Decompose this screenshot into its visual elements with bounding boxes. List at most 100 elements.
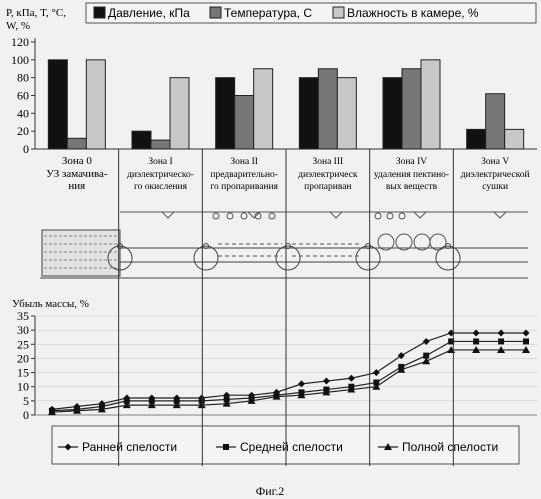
- zone-title: Зона III: [312, 157, 343, 167]
- bar: [170, 78, 189, 149]
- bar-y-tick-label: 80: [17, 71, 29, 85]
- bar-chart-legend: Давление, кПа Температура, С Влажность в к…: [86, 3, 536, 23]
- zone-description: удаления пектино-: [374, 170, 449, 180]
- emitter: [330, 212, 342, 218]
- bar-y-tick-label: 120: [11, 35, 29, 49]
- equipment-schematic: [40, 212, 528, 278]
- nozzle: [269, 213, 275, 219]
- zone-description: диэлектрическо-: [127, 170, 194, 180]
- bar-y-tick-label: 40: [17, 106, 29, 120]
- line-y-tick-label: 5: [23, 394, 29, 408]
- zone-title: Зона IV: [396, 157, 427, 167]
- zone-title: Зона I: [148, 157, 172, 167]
- line-y-tick-label: 0: [23, 408, 29, 422]
- roller: [276, 246, 300, 270]
- bar: [132, 131, 151, 149]
- data-point: [398, 352, 405, 359]
- inlet-bath: [42, 230, 120, 276]
- data-point: [323, 378, 330, 385]
- bar: [505, 129, 524, 149]
- data-point: [523, 329, 530, 336]
- bar: [383, 78, 402, 149]
- bar: [254, 69, 273, 149]
- line-legend-label: Средней спелости: [240, 440, 343, 454]
- legend-marker: [223, 444, 229, 450]
- bar-legend-label: Влажность в камере, %: [347, 6, 479, 20]
- bar: [486, 94, 505, 149]
- bar: [216, 78, 235, 149]
- bar: [402, 69, 421, 149]
- emitter: [414, 212, 426, 218]
- zone-description: пропариван: [304, 182, 351, 192]
- zone-description: УЗ замачива-: [46, 168, 108, 180]
- bar: [235, 96, 254, 150]
- nozzle: [227, 213, 233, 219]
- bar: [318, 69, 337, 149]
- bar-y-tick-label: 0: [23, 142, 29, 156]
- line-y-tick-label: 10: [17, 380, 29, 394]
- data-point: [523, 338, 529, 344]
- bar: [151, 140, 170, 149]
- data-point: [498, 329, 505, 336]
- roller: [194, 246, 218, 270]
- bar-y-tick-label: 100: [11, 53, 29, 67]
- figure-caption: Фиг.2: [256, 484, 284, 498]
- line-legend-label: Полной спелости: [402, 440, 498, 454]
- line-y-tick-label: 25: [17, 337, 29, 351]
- bar-chart-bars: [48, 60, 523, 149]
- line-y-tick-label: 30: [17, 323, 29, 337]
- bar-y-tick-label: 20: [17, 124, 29, 138]
- data-point: [348, 375, 355, 382]
- line-legend-label: Ранней спелости: [82, 440, 177, 454]
- bar-chart: P, кПа, T, °C,W, % 0 20 40 60 80 100 120 Давле…: [6, 3, 537, 156]
- series-line: [52, 350, 526, 412]
- emitter: [162, 212, 174, 218]
- bar: [467, 129, 486, 149]
- data-point: [373, 369, 380, 376]
- line-y-tick-label: 15: [17, 366, 29, 380]
- nozzle: [241, 213, 247, 219]
- nozzle: [213, 213, 219, 219]
- data-point: [473, 329, 480, 336]
- bar: [337, 78, 356, 149]
- bar-legend-swatch: [210, 7, 221, 18]
- zone-description: сушки: [482, 182, 508, 192]
- zone-description: диэлектрической: [461, 169, 530, 180]
- zone-description: предварительно-: [210, 170, 278, 180]
- nozzle: [375, 213, 381, 219]
- bar-chart-ylabel: P, кПа, T, °C,W, %: [6, 7, 66, 32]
- zone-description: диэлектрическ: [298, 170, 358, 180]
- bar-legend-swatch: [333, 7, 344, 18]
- data-point: [423, 338, 430, 345]
- line-chart: Убыль массы, % 05101520253035 Ранней спе…: [12, 298, 537, 464]
- zone-description: го окисления: [134, 182, 188, 192]
- bar: [48, 60, 67, 149]
- bar-legend-label: Температура, С: [224, 6, 312, 20]
- data-point: [473, 338, 479, 344]
- nozzle: [399, 213, 405, 219]
- bar-chart-ylabel-line: P, кПа, T, °C,: [6, 7, 66, 19]
- zone-separators: [119, 149, 454, 466]
- line-y-tick-label: 35: [17, 309, 29, 323]
- roller: [356, 246, 380, 270]
- nozzle: [387, 213, 393, 219]
- zone-description: ния: [68, 180, 85, 192]
- data-point: [298, 380, 305, 387]
- bar-legend-label: Давление, кПа: [108, 6, 190, 20]
- bar: [299, 78, 318, 149]
- zone-description: вых веществ: [386, 182, 438, 192]
- bar-y-tick-label: 60: [17, 89, 29, 103]
- bar-chart-ylabel-line: W, %: [6, 20, 30, 32]
- bar-legend-swatch: [94, 7, 105, 18]
- bar: [421, 60, 440, 149]
- zone-title: Зона 0: [62, 155, 93, 167]
- bar: [86, 60, 105, 149]
- bar: [67, 138, 86, 149]
- emitter: [494, 212, 506, 218]
- zone-title: Зона V: [481, 157, 509, 167]
- zone-description: го пропаривания: [210, 182, 278, 192]
- line-y-tick-label: 20: [17, 351, 29, 365]
- zone-title: Зона II: [230, 157, 258, 167]
- series-line: [52, 341, 526, 410]
